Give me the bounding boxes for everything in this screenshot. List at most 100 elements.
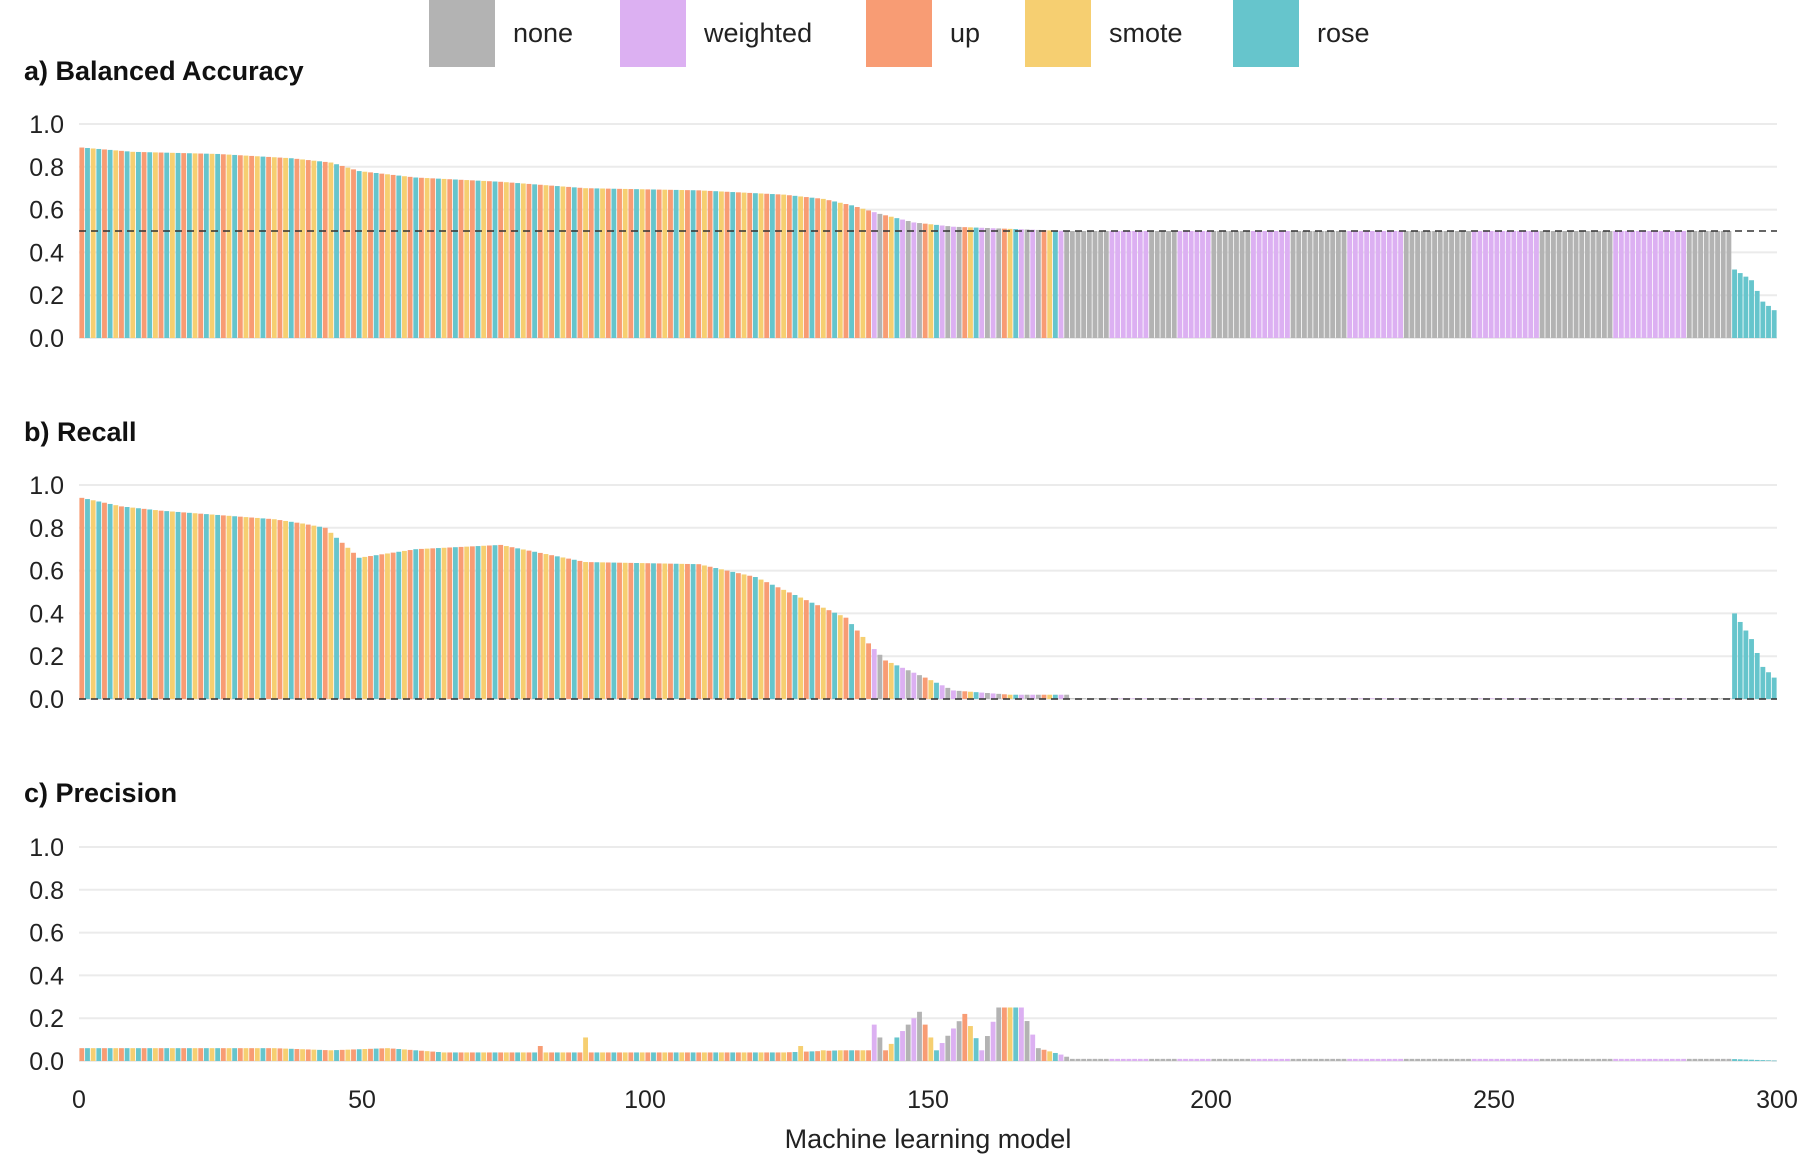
bar-weighted bbox=[1188, 1058, 1194, 1061]
bar-rose bbox=[413, 1050, 419, 1061]
bar-up bbox=[249, 517, 255, 699]
bar-rose bbox=[215, 514, 221, 699]
bar-weighted bbox=[1647, 698, 1653, 699]
bar-up bbox=[277, 157, 283, 338]
bar-weighted bbox=[939, 225, 945, 338]
bar-none bbox=[1443, 698, 1449, 699]
bar-weighted bbox=[1018, 1007, 1024, 1061]
bar-none bbox=[1573, 698, 1579, 699]
bar-weighted bbox=[1143, 231, 1149, 338]
bar-rose bbox=[634, 189, 639, 338]
bar-up bbox=[294, 522, 300, 699]
bar-up bbox=[735, 573, 741, 699]
y-tick-label: 0.6 bbox=[29, 558, 64, 586]
bar-weighted bbox=[1500, 698, 1505, 699]
bar-none bbox=[1403, 1058, 1409, 1061]
bar-rose bbox=[1760, 301, 1766, 338]
bar-none bbox=[1296, 698, 1302, 699]
bar-smote bbox=[402, 550, 407, 699]
bar-up bbox=[458, 179, 464, 338]
bar-up bbox=[566, 1052, 572, 1061]
bar-none bbox=[1222, 231, 1228, 338]
bar-none bbox=[1092, 1058, 1098, 1061]
bar-up bbox=[764, 582, 770, 699]
panel-title: c) Precision bbox=[24, 778, 177, 808]
bar-none bbox=[1064, 694, 1070, 699]
bar-none bbox=[945, 226, 951, 338]
bar-rose bbox=[849, 1050, 855, 1061]
bar-none bbox=[996, 228, 1002, 338]
x-axis-title: Machine learning model bbox=[785, 1124, 1072, 1154]
bar-weighted bbox=[1488, 231, 1494, 338]
bar-up bbox=[628, 1052, 634, 1061]
bar-weighted bbox=[939, 1043, 945, 1061]
bar-weighted bbox=[1375, 231, 1381, 338]
bar-smote bbox=[481, 545, 487, 699]
bar-smote bbox=[192, 1048, 198, 1061]
bar-rose bbox=[554, 186, 560, 338]
bar-up bbox=[158, 152, 164, 338]
bar-weighted bbox=[939, 685, 945, 699]
bar-none bbox=[1228, 1058, 1234, 1061]
bar-smote bbox=[798, 597, 804, 699]
bar-none bbox=[905, 1024, 911, 1061]
bar-weighted bbox=[1471, 1058, 1477, 1061]
bar-up bbox=[962, 227, 968, 338]
bar-rose bbox=[85, 499, 90, 699]
bar-none bbox=[1567, 1058, 1573, 1061]
bar-none bbox=[1460, 231, 1466, 338]
bar-none bbox=[1098, 231, 1104, 338]
bar-weighted bbox=[1494, 1058, 1500, 1061]
bar-smote bbox=[860, 636, 866, 699]
bar-rose bbox=[792, 1052, 798, 1061]
bar-up bbox=[419, 1050, 424, 1061]
bar-rose bbox=[1766, 672, 1771, 699]
bar-smote bbox=[798, 196, 804, 338]
bar-weighted bbox=[1262, 698, 1268, 699]
bar-none bbox=[877, 654, 883, 699]
bar-up bbox=[866, 210, 871, 338]
legend-swatch-up bbox=[866, 0, 932, 67]
bar-none bbox=[1415, 1058, 1421, 1061]
bar-up bbox=[577, 560, 583, 699]
bar-none bbox=[1573, 231, 1579, 338]
bar-weighted bbox=[1347, 698, 1353, 699]
bar-none bbox=[1149, 1058, 1154, 1061]
bar-up bbox=[102, 149, 107, 338]
bar-up bbox=[447, 547, 453, 699]
bar-smote bbox=[226, 515, 232, 699]
bar-up bbox=[237, 155, 243, 338]
bar-up bbox=[158, 1048, 164, 1061]
bar-up bbox=[735, 1052, 741, 1061]
bar-smote bbox=[1007, 1007, 1013, 1061]
bars bbox=[79, 147, 1777, 338]
bar-none bbox=[1154, 698, 1160, 699]
bar-up bbox=[102, 1048, 107, 1061]
bar-rose bbox=[515, 1052, 521, 1061]
bar-rose bbox=[1013, 694, 1019, 699]
bar-none bbox=[1698, 231, 1704, 338]
y-tick-label: 0.0 bbox=[29, 686, 64, 714]
bar-rose bbox=[413, 177, 419, 338]
bar-none bbox=[1035, 1048, 1041, 1061]
bar-up bbox=[883, 215, 888, 338]
bar-weighted bbox=[1205, 1058, 1211, 1061]
bar-up bbox=[486, 181, 492, 338]
bar-smote bbox=[888, 216, 894, 338]
bar-weighted bbox=[1641, 1058, 1647, 1061]
x-tick-label: 150 bbox=[907, 1086, 949, 1114]
bar-weighted bbox=[1120, 1058, 1126, 1061]
y-tick-label: 0.2 bbox=[29, 1005, 64, 1033]
bar-up bbox=[962, 691, 968, 699]
bar-up bbox=[549, 555, 555, 699]
bar-rose bbox=[124, 507, 130, 699]
bar-smote bbox=[1007, 228, 1013, 338]
bar-smote bbox=[622, 562, 628, 699]
bar-weighted bbox=[1137, 1058, 1143, 1061]
bar-rose bbox=[317, 526, 322, 699]
bar-weighted bbox=[1613, 231, 1619, 338]
bar-up bbox=[735, 192, 741, 338]
bar-weighted bbox=[1652, 1058, 1658, 1061]
bar-none bbox=[1567, 231, 1573, 338]
bar-none bbox=[1166, 1058, 1171, 1061]
